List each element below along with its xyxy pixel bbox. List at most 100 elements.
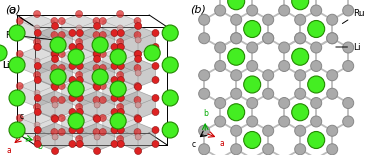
Circle shape xyxy=(162,90,178,106)
Circle shape xyxy=(263,125,274,136)
Circle shape xyxy=(279,42,290,53)
Circle shape xyxy=(50,37,66,53)
Circle shape xyxy=(51,64,58,71)
Circle shape xyxy=(311,60,322,71)
Circle shape xyxy=(69,95,76,102)
Circle shape xyxy=(69,29,76,36)
Circle shape xyxy=(311,42,322,53)
Circle shape xyxy=(152,108,159,115)
Circle shape xyxy=(34,25,40,31)
Circle shape xyxy=(135,37,141,43)
Circle shape xyxy=(135,148,142,155)
Circle shape xyxy=(76,108,83,115)
Circle shape xyxy=(58,82,65,89)
Circle shape xyxy=(9,25,25,41)
Circle shape xyxy=(94,51,101,58)
Circle shape xyxy=(111,29,118,36)
Circle shape xyxy=(134,18,141,24)
Circle shape xyxy=(295,14,306,25)
Circle shape xyxy=(76,38,83,46)
Text: c: c xyxy=(192,140,196,149)
Circle shape xyxy=(111,62,118,69)
Circle shape xyxy=(76,44,83,51)
Circle shape xyxy=(117,71,124,78)
Circle shape xyxy=(76,71,83,78)
Circle shape xyxy=(215,97,226,108)
Circle shape xyxy=(69,140,76,148)
Circle shape xyxy=(16,82,23,89)
Circle shape xyxy=(34,62,41,69)
Circle shape xyxy=(111,108,118,115)
Circle shape xyxy=(69,108,76,115)
Polygon shape xyxy=(103,14,138,42)
Circle shape xyxy=(93,31,100,38)
Circle shape xyxy=(34,11,40,18)
Circle shape xyxy=(134,82,141,89)
Circle shape xyxy=(279,97,290,108)
Circle shape xyxy=(99,51,106,58)
Circle shape xyxy=(34,126,41,133)
Circle shape xyxy=(199,88,210,99)
Circle shape xyxy=(327,33,338,44)
Circle shape xyxy=(111,77,118,84)
Circle shape xyxy=(263,14,274,25)
Circle shape xyxy=(69,77,76,84)
Circle shape xyxy=(58,97,65,104)
Polygon shape xyxy=(62,111,96,139)
Circle shape xyxy=(311,5,322,16)
Circle shape xyxy=(34,90,40,96)
Circle shape xyxy=(263,88,274,99)
Circle shape xyxy=(99,82,106,89)
Circle shape xyxy=(343,97,354,108)
Circle shape xyxy=(99,18,106,24)
Text: (a): (a) xyxy=(5,5,21,15)
Circle shape xyxy=(117,122,123,128)
Polygon shape xyxy=(80,123,115,151)
Circle shape xyxy=(135,22,142,29)
Circle shape xyxy=(231,125,242,136)
Circle shape xyxy=(215,5,226,16)
Circle shape xyxy=(93,18,100,24)
Circle shape xyxy=(16,51,23,58)
Circle shape xyxy=(92,37,108,53)
Circle shape xyxy=(94,55,101,62)
Circle shape xyxy=(9,57,25,73)
Circle shape xyxy=(247,5,258,16)
Polygon shape xyxy=(121,59,155,87)
Polygon shape xyxy=(38,123,73,151)
Polygon shape xyxy=(20,111,54,139)
Circle shape xyxy=(51,18,58,24)
Circle shape xyxy=(117,77,124,84)
Text: Li: Li xyxy=(336,42,361,51)
Polygon shape xyxy=(38,59,73,87)
Circle shape xyxy=(327,33,338,44)
Circle shape xyxy=(111,44,118,51)
Circle shape xyxy=(34,108,41,115)
Circle shape xyxy=(93,51,100,58)
Circle shape xyxy=(76,104,83,111)
Circle shape xyxy=(152,95,159,102)
Circle shape xyxy=(51,82,58,89)
Circle shape xyxy=(134,31,141,38)
Polygon shape xyxy=(20,47,54,75)
Circle shape xyxy=(58,64,65,71)
Circle shape xyxy=(152,126,159,133)
Polygon shape xyxy=(62,14,96,42)
Circle shape xyxy=(16,115,23,122)
Circle shape xyxy=(308,76,325,93)
Polygon shape xyxy=(20,14,54,42)
Text: Li: Li xyxy=(2,60,9,69)
Polygon shape xyxy=(38,26,73,54)
Circle shape xyxy=(93,128,100,135)
Circle shape xyxy=(231,33,242,44)
Circle shape xyxy=(110,113,126,129)
Circle shape xyxy=(34,44,41,51)
Circle shape xyxy=(51,31,58,38)
Circle shape xyxy=(311,97,322,108)
Circle shape xyxy=(117,44,124,51)
Circle shape xyxy=(117,90,123,96)
Circle shape xyxy=(295,88,306,99)
Circle shape xyxy=(263,70,274,81)
Circle shape xyxy=(117,29,124,36)
Circle shape xyxy=(92,69,108,85)
